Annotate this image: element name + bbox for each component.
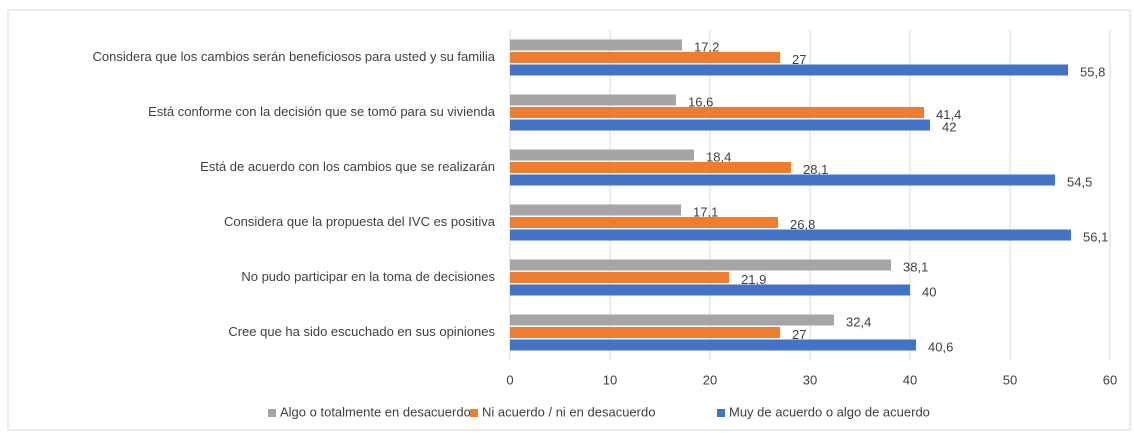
legend-label: Ni acuerdo / ni en desacuerdo <box>482 404 655 419</box>
value-label: 21,9 <box>741 272 766 287</box>
bar <box>510 119 930 131</box>
legend-label: Algo o totalmente en desacuerdo <box>280 404 471 419</box>
bar <box>510 174 1055 186</box>
value-label: 41,4 <box>936 107 961 122</box>
category-label: Considera que los cambios serán benefici… <box>93 49 496 64</box>
chart-frame <box>7 9 1131 431</box>
value-label: 38,1 <box>903 259 928 274</box>
value-label: 40 <box>922 284 936 299</box>
bar <box>510 272 729 283</box>
x-tick-label: 50 <box>1003 372 1017 387</box>
value-label: 40,6 <box>928 339 953 354</box>
bar <box>510 217 778 228</box>
category-label: Considera que la propuesta del IVC es po… <box>224 214 496 229</box>
value-label: 17,1 <box>693 204 718 219</box>
value-label: 27 <box>792 327 806 342</box>
value-label: 54,5 <box>1067 174 1092 189</box>
legend-swatch <box>470 409 478 417</box>
value-label: 26,8 <box>790 217 815 232</box>
x-tick-label: 40 <box>903 372 917 387</box>
category-label: Está de acuerdo con los cambios que se r… <box>200 159 495 174</box>
bar <box>510 339 916 351</box>
bar <box>510 149 694 161</box>
value-label: 18,4 <box>706 149 731 164</box>
x-tick-label: 30 <box>803 372 817 387</box>
value-label: 16,6 <box>688 94 713 109</box>
legend-swatch <box>268 409 276 417</box>
category-label: Cree que ha sido escuchado en sus opinio… <box>228 324 495 339</box>
value-label: 27 <box>792 52 806 67</box>
bar <box>510 229 1071 241</box>
category-label: Está conforme con la decisión que se tom… <box>148 104 496 119</box>
bar <box>510 259 891 271</box>
value-label: 56,1 <box>1083 229 1108 244</box>
bar <box>510 204 681 216</box>
x-tick-label: 10 <box>603 372 617 387</box>
bar <box>510 52 780 63</box>
value-label: 17,2 <box>694 39 719 54</box>
legend-label: Muy de acuerdo o algo de acuerdo <box>729 404 930 419</box>
bar <box>510 284 910 296</box>
x-tick-label: 0 <box>506 372 513 387</box>
value-label: 32,4 <box>846 314 871 329</box>
bar <box>510 162 791 173</box>
bar <box>510 94 676 106</box>
x-tick-label: 20 <box>703 372 717 387</box>
bar <box>510 327 780 338</box>
value-label: 28,1 <box>803 162 828 177</box>
category-label: No pudo participar en la toma de decisio… <box>241 269 495 284</box>
x-tick-label: 60 <box>1103 372 1117 387</box>
value-label: 42 <box>942 119 956 134</box>
bar <box>510 314 834 326</box>
value-label: 55,8 <box>1080 64 1105 79</box>
bar <box>510 39 682 51</box>
bar <box>510 107 924 118</box>
bar <box>510 64 1068 76</box>
legend-swatch <box>717 409 725 417</box>
